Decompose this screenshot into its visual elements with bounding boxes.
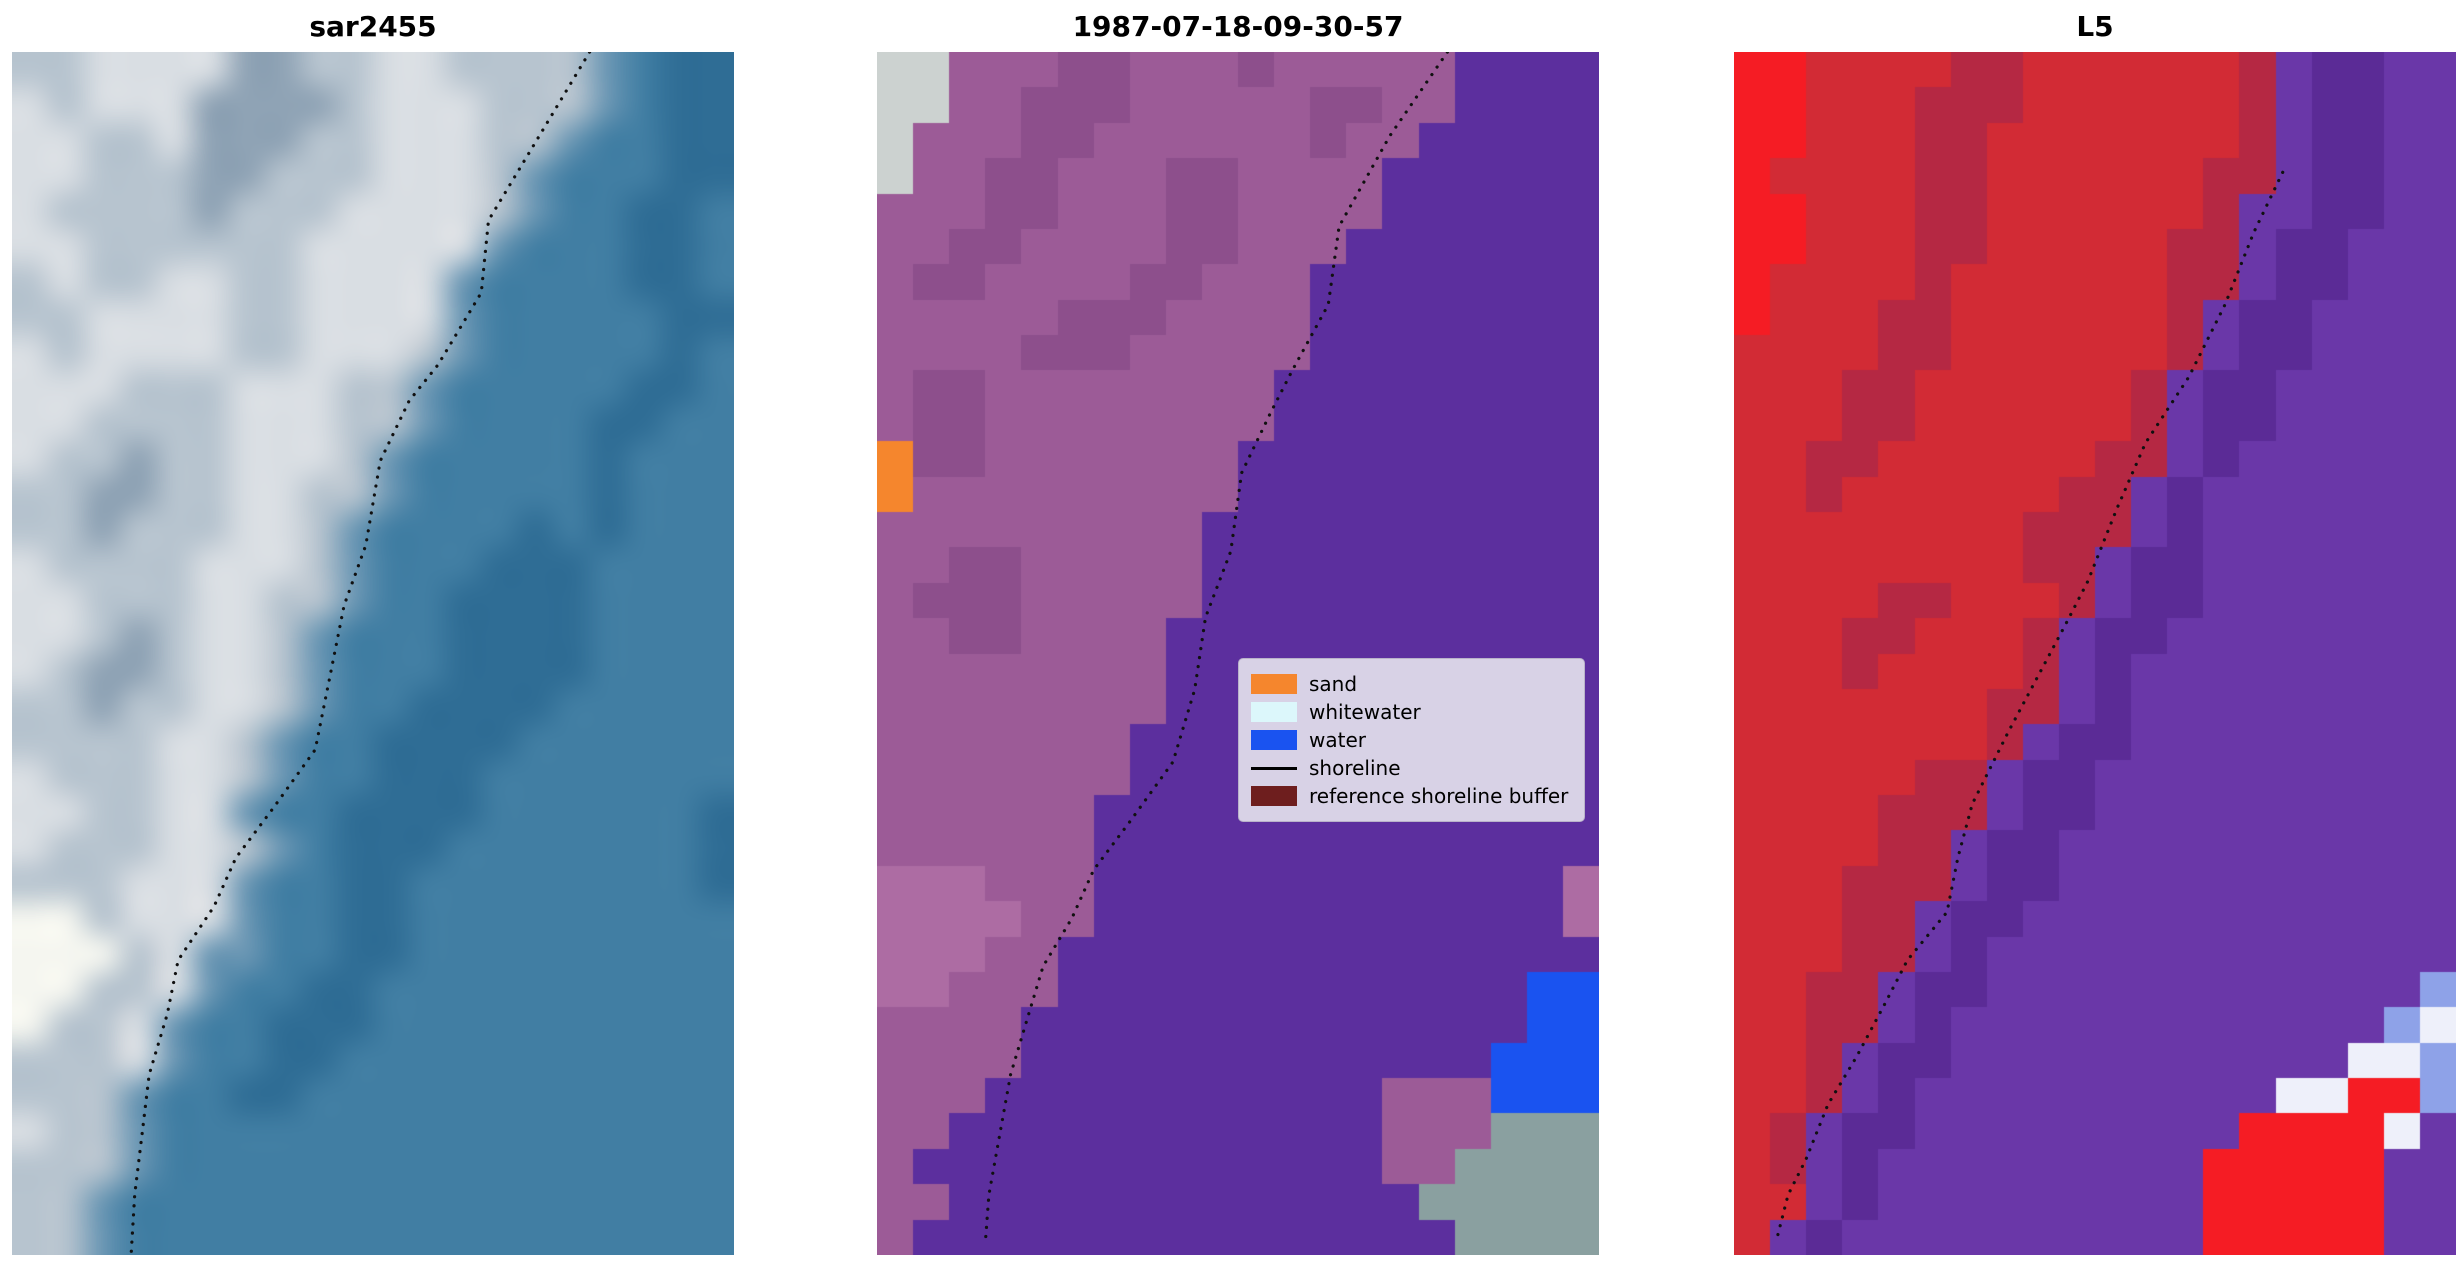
legend-swatch-reference-shoreline-buffer	[1251, 786, 1297, 807]
legend-item: shoreline	[1251, 755, 1572, 781]
legend-label: reference shoreline buffer	[1309, 784, 1569, 809]
legend-item: reference shoreline buffer	[1251, 783, 1572, 809]
panel-title: 1987-07-18-09-30-57	[1072, 10, 1404, 43]
panel-classified: 1987-07-18-09-30-57 sand whitewater water s…	[877, 0, 1599, 1272]
legend-swatch-sand	[1251, 674, 1297, 695]
legend-swatch-water	[1251, 730, 1297, 751]
panel-l5: L5	[1734, 0, 2456, 1272]
legend-label: whitewater	[1309, 700, 1421, 725]
panel-sar2455: sar2455	[12, 0, 734, 1272]
legend-swatch-shoreline	[1251, 766, 1297, 770]
classified-image: sand whitewater water shoreline reference sh…	[877, 52, 1599, 1255]
legend-label: sand	[1309, 672, 1358, 697]
legend-label: water	[1309, 728, 1366, 753]
legend: sand whitewater water shoreline reference sh…	[1238, 658, 1585, 823]
classified-raster	[877, 52, 1599, 1255]
legend-label: shoreline	[1309, 756, 1401, 781]
legend-swatch-whitewater	[1251, 702, 1297, 723]
satellite-raster	[12, 52, 734, 1255]
panel-title: L5	[2076, 10, 2114, 43]
satellite-image-sar	[12, 52, 734, 1255]
l5-raster	[1734, 52, 2456, 1255]
legend-item: whitewater	[1251, 699, 1572, 725]
legend-item: water	[1251, 727, 1572, 753]
l5-image	[1734, 52, 2456, 1255]
legend-item: sand	[1251, 671, 1572, 697]
panel-title: sar2455	[309, 10, 437, 43]
